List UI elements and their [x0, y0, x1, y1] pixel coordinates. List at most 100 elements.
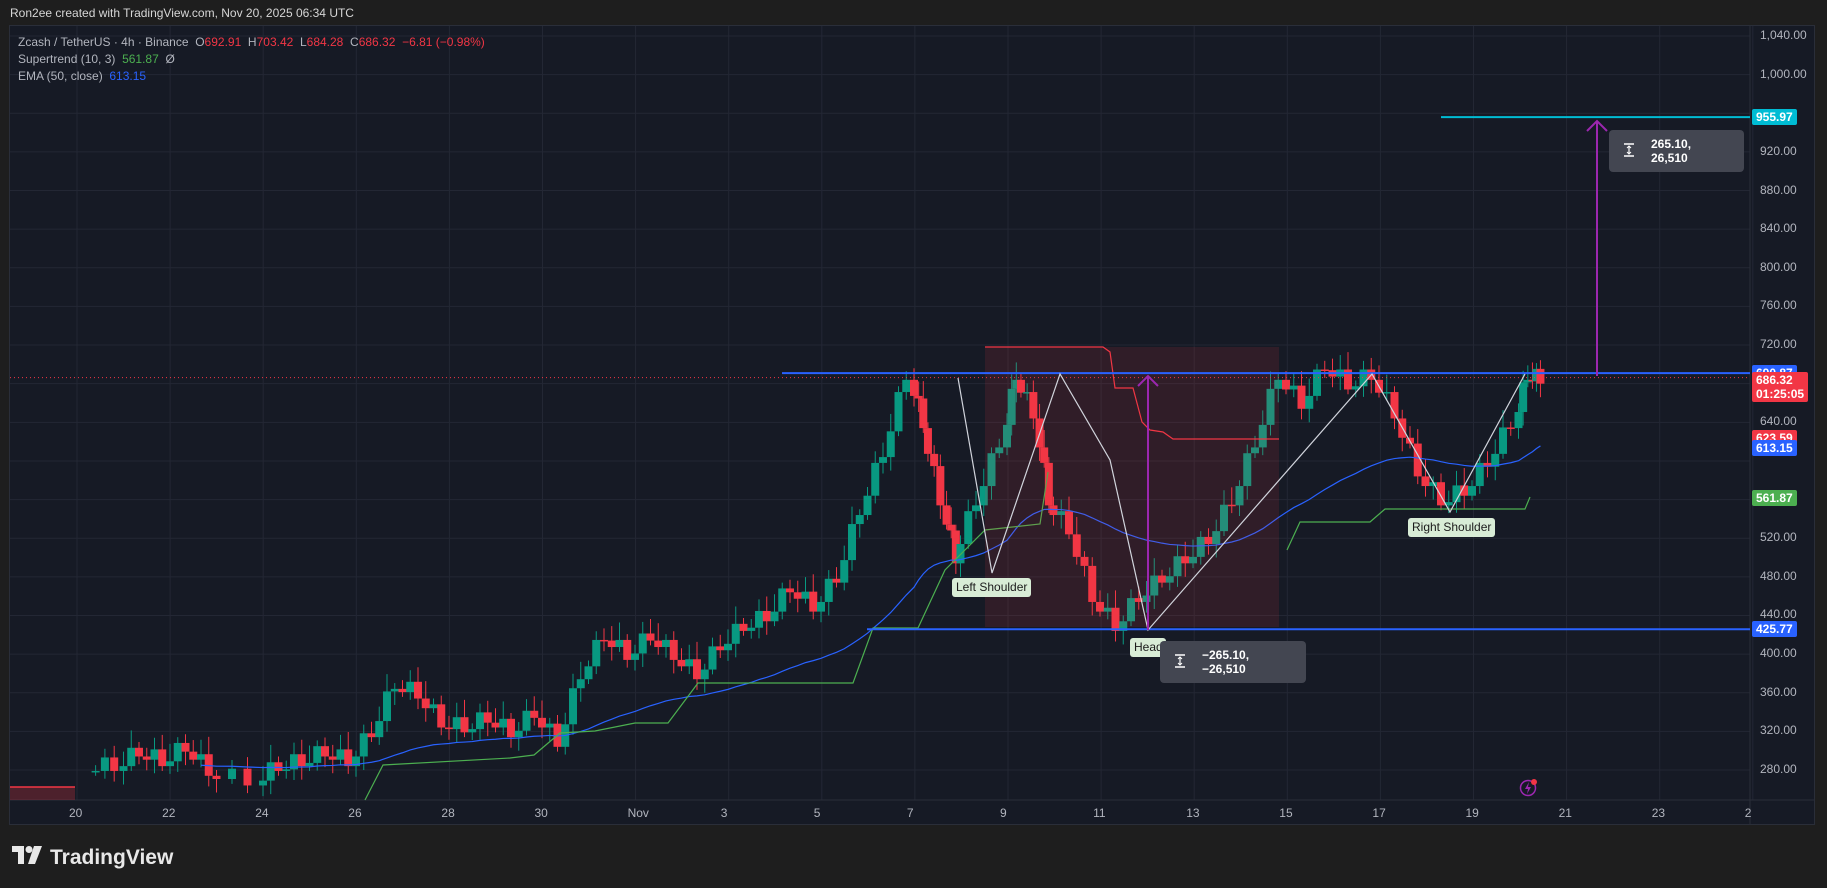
candle-body: [1204, 536, 1213, 545]
candle-body: [1189, 556, 1197, 564]
candle-body: [1220, 504, 1228, 532]
candle-body: [770, 611, 779, 622]
time-tick: 7: [906, 806, 914, 820]
candle-body: [1023, 392, 1032, 394]
candle-body: [914, 395, 923, 399]
candle-body: [1127, 598, 1135, 622]
tradingview-logo[interactable]: TradingView: [12, 846, 173, 870]
price-tick: 400.00: [1760, 646, 1797, 661]
supertrend-down-fill: [985, 347, 1279, 627]
time-tick: 17: [1372, 806, 1386, 820]
close-value: 686.32: [358, 35, 396, 49]
candle-body: [972, 505, 980, 512]
candle-body: [801, 591, 810, 599]
candle-body: [445, 727, 453, 730]
candle-body: [359, 733, 368, 757]
supertrend-up-line: [364, 471, 1049, 801]
candle-body: [1305, 395, 1314, 409]
candle-body: [274, 762, 283, 771]
candle-body: [1460, 485, 1469, 496]
time-tick: 5: [813, 806, 821, 820]
high-label: H: [247, 35, 257, 49]
candle-body: [739, 623, 748, 631]
candle-body: [615, 639, 624, 648]
candle-body: [468, 729, 477, 733]
candle-body: [716, 646, 725, 651]
candle-body: [352, 756, 360, 767]
ema-value: 613.15: [109, 69, 147, 83]
credit-line: Ron2ee created with TradingView.com, Nov…: [10, 6, 354, 20]
candle-body: [1044, 462, 1053, 506]
candle-body: [894, 392, 903, 432]
measure-down-value: −265.10, −26,510: [1202, 648, 1250, 676]
candle-body: [762, 610, 771, 622]
candle-body: [1057, 511, 1066, 516]
candle-body: [817, 601, 825, 612]
symbol-name: Zcash / TetherUS · 4h · Binance: [18, 35, 189, 49]
candle-body: [305, 762, 314, 767]
candle-body: [1111, 607, 1120, 631]
candle-body: [947, 524, 956, 531]
price-tick: 440.00: [1760, 607, 1797, 622]
tradingview-brand: TradingView: [50, 846, 174, 869]
chart-frame[interactable]: [9, 25, 1815, 825]
candle-body: [166, 761, 174, 767]
candle-body: [1514, 412, 1523, 429]
candle-body: [158, 749, 167, 767]
left-shoulder-label[interactable]: Left Shoulder: [952, 578, 1032, 597]
candle-body: [1243, 453, 1252, 487]
candle-body: [1413, 443, 1422, 477]
candle-body: [631, 653, 639, 660]
time-tick: 30: [534, 806, 548, 820]
candle-body: [266, 762, 275, 781]
legend-ema-row[interactable]: EMA (50, close) 613.15: [18, 68, 485, 85]
price-tick: 640.00: [1760, 414, 1797, 429]
candle-body: [538, 717, 546, 728]
price-tick: 760.00: [1760, 298, 1797, 313]
candle-body: [1080, 556, 1089, 566]
chart-legend: Zcash / TetherUS · 4h · Binance O692.91 …: [18, 34, 485, 85]
candle-body: [662, 639, 670, 648]
candle-body: [1258, 424, 1267, 448]
candle-body: [1475, 462, 1484, 487]
time-tick: 9: [1000, 806, 1007, 820]
candle-body: [995, 447, 1004, 454]
candle-body: [437, 704, 446, 728]
change-value: −6.81 (−0.98%): [402, 35, 485, 49]
candle-body: [809, 591, 818, 612]
candle-body: [1016, 379, 1025, 393]
time-tick: Nov: [627, 806, 649, 820]
legend-supertrend-row[interactable]: Supertrend (10, 3) 561.87 Ø: [18, 51, 485, 68]
candle-body: [259, 780, 267, 786]
candle-body: [204, 754, 213, 776]
candle-body: [189, 751, 198, 760]
candle-body: [654, 640, 663, 648]
price-tick: 880.00: [1760, 182, 1797, 197]
legend-symbol-row[interactable]: Zcash / TetherUS · 4h · Binance O692.91 …: [18, 34, 485, 51]
ema-line: [200, 445, 1541, 769]
time-tick: 13: [1186, 806, 1200, 820]
candle-body: [1289, 385, 1298, 390]
alert-lightning-icon[interactable]: [1519, 778, 1537, 797]
candle-body: [1444, 502, 1453, 506]
candle-body: [127, 747, 136, 767]
candle-body: [212, 775, 221, 780]
candle-body: [530, 710, 539, 718]
candle-body: [964, 511, 973, 545]
candle-body: [1003, 424, 1011, 448]
measure-arrowhead: [1137, 374, 1159, 387]
measure-tooltip-down: −265.10, −26,510: [1160, 641, 1306, 683]
low-label: L: [299, 35, 307, 49]
candle-body: [1150, 575, 1159, 596]
candle-body: [243, 768, 252, 786]
time-tick: 22: [162, 806, 176, 820]
candle-body: [693, 659, 701, 680]
head-label[interactable]: Head: [1130, 638, 1166, 657]
candle-body: [321, 746, 329, 757]
candle-body: [197, 754, 205, 760]
right-shoulder-label[interactable]: Right Shoulder: [1408, 518, 1496, 537]
candle-body: [1491, 453, 1500, 467]
candle-body: [1181, 556, 1190, 564]
candle-body: [1049, 505, 1058, 516]
